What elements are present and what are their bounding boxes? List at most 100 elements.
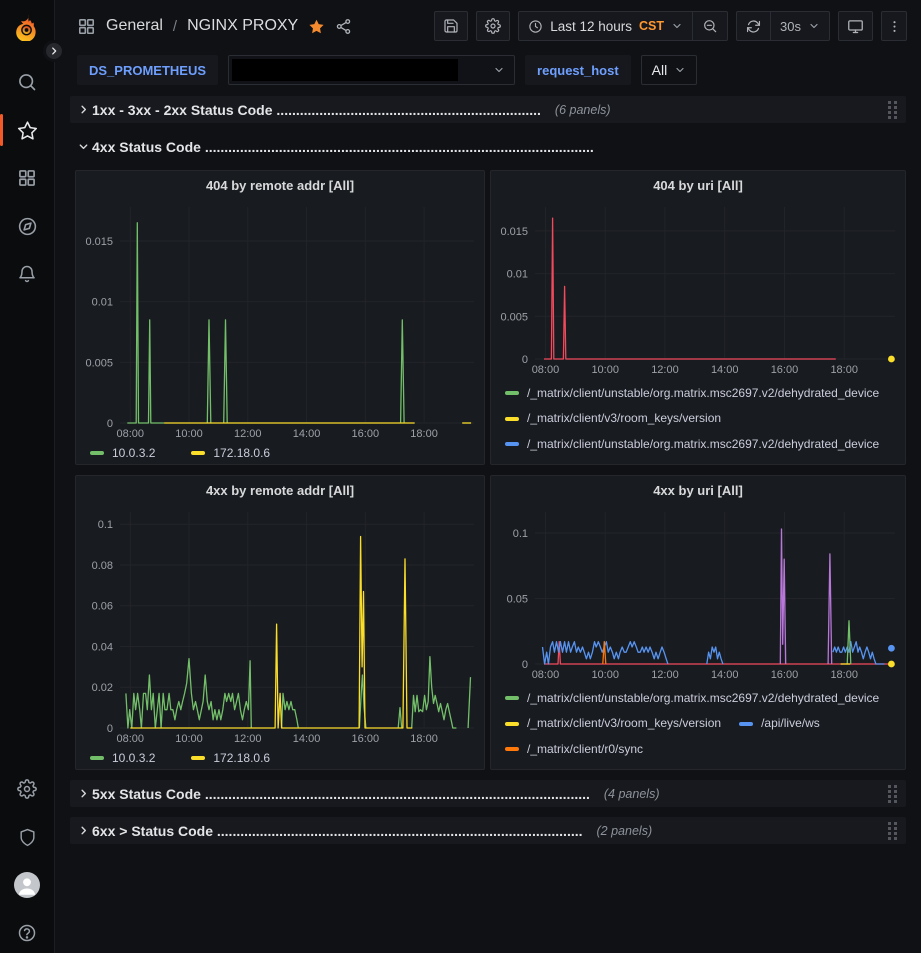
legend-swatch [505, 747, 519, 751]
panel-legend: 10.0.3.2 172.18.0.6 [76, 441, 484, 464]
row-title: 6xx > Status Code ......................… [92, 823, 583, 839]
grafana-flame-icon [13, 13, 41, 41]
user-icon [14, 872, 40, 898]
time-range-picker[interactable]: Last 12 hours CST [519, 12, 692, 40]
variable-ds-prometheus-label[interactable]: DS_PROMETHEUS [77, 55, 218, 85]
x-axis-tick-label: 16:00 [771, 669, 799, 681]
row-title: 5xx Status Code ........................… [92, 786, 590, 802]
legend-swatch [505, 417, 519, 421]
panel-title[interactable]: 404 by remote addr [All] [76, 171, 484, 199]
y-axis-tick-label: 0.1 [98, 519, 113, 531]
zoom-out-time-button[interactable] [692, 12, 727, 40]
x-axis-tick-label: 10:00 [591, 364, 619, 376]
cycle-view-mode-button[interactable] [838, 11, 873, 41]
legend-label: 172.18.0.6 [213, 751, 270, 765]
sidebar-item-dashboards[interactable] [0, 158, 55, 198]
legend-item[interactable]: /_matrix/client/v3/room_keys/version [505, 458, 721, 464]
series-point [888, 356, 895, 363]
legend-label: 10.0.3.2 [112, 751, 155, 765]
save-dashboard-button[interactable] [434, 11, 468, 41]
row-drag-handle[interactable] [886, 100, 900, 120]
timeseries-chart[interactable]: 08:0010:0012:0014:0016:0018:0000.020.040… [76, 504, 484, 746]
legend-item[interactable]: /_matrix/client/unstable/org.matrix.msc2… [505, 382, 879, 405]
panel-legend: /_matrix/client/unstable/org.matrix.msc2… [491, 377, 905, 464]
refresh-button[interactable] [737, 12, 770, 40]
chevron-down-icon [671, 20, 683, 32]
breadcrumb-dashboard-title[interactable]: NGINX PROXY [187, 17, 298, 35]
y-axis-tick-label: 0.02 [92, 682, 113, 694]
sidebar-item-help[interactable] [0, 913, 55, 953]
timeseries-chart[interactable]: 08:0010:0012:0014:0016:0018:0000.0050.01… [76, 199, 484, 441]
grafana-logo[interactable] [0, 10, 55, 44]
row-4xx[interactable]: 4xx Status Code ........................… [70, 133, 906, 160]
series-line [224, 320, 228, 423]
panel-title[interactable]: 404 by uri [All] [491, 171, 905, 199]
legend-item[interactable]: 10.0.3.2 [90, 751, 155, 765]
x-axis-tick-label: 12:00 [234, 733, 262, 745]
row-6xx[interactable]: 6xx > Status Code ......................… [70, 817, 906, 844]
sidebar-item-alerting[interactable] [0, 254, 55, 294]
more-options-button[interactable] [881, 11, 907, 41]
y-axis-tick-label: 0.005 [500, 311, 528, 323]
breadcrumb-separator: / [173, 18, 177, 35]
refresh-group: 30s [736, 11, 830, 41]
x-axis-tick-label: 12:00 [234, 428, 262, 440]
y-axis-tick-label: 0.1 [513, 528, 528, 540]
row-1xx-3xx-2xx[interactable]: 1xx - 3xx - 2xx Status Code ............… [70, 96, 906, 123]
legend-item[interactable]: 10.0.3.2 [90, 446, 155, 460]
sidebar-item-server-admin[interactable] [0, 817, 55, 857]
panel-title[interactable]: 4xx by remote addr [All] [76, 476, 484, 504]
row-drag-handle[interactable] [886, 784, 900, 804]
variable-request-host-select[interactable]: All [641, 55, 698, 85]
chevron-down-icon [808, 20, 820, 32]
legend-item[interactable]: /sw.js [739, 458, 790, 464]
breadcrumb: General / NGINX PROXY [77, 17, 352, 36]
legend-item[interactable]: 172.18.0.6 [191, 446, 270, 460]
legend-item[interactable]: /_matrix/client/unstable/org.matrix.msc2… [505, 763, 879, 769]
sidebar-item-settings[interactable] [0, 769, 55, 809]
legend-swatch [739, 722, 753, 726]
chevron-right-icon [49, 46, 59, 56]
legend-item[interactable]: /_matrix/client/v3/room_keys/version [505, 407, 721, 430]
legend-item[interactable]: /_matrix/client/unstable/org.matrix.msc2… [505, 687, 879, 710]
x-axis-tick-label: 14:00 [293, 428, 321, 440]
variables-bar: DS_PROMETHEUS request_host All [77, 54, 697, 86]
variable-ds-prometheus-select[interactable] [228, 55, 515, 85]
favorite-star-icon[interactable] [308, 18, 325, 35]
legend-item[interactable]: /_matrix/client/r0/sync [505, 738, 643, 761]
legend-label: /_matrix/client/unstable/org.matrix.msc2… [527, 763, 879, 769]
legend-item[interactable]: /api/live/ws [739, 712, 820, 735]
x-axis-tick-label: 08:00 [532, 669, 560, 681]
timeseries-chart[interactable]: 08:0010:0012:0014:0016:0018:0000.0050.01… [491, 199, 905, 377]
star-outline-icon [17, 120, 38, 141]
legend-item[interactable]: /_matrix/client/v3/room_keys/version [505, 712, 721, 735]
panel-legend: 10.0.3.2 172.18.0.6 [76, 746, 484, 769]
timeseries-chart[interactable]: 08:0010:0012:0014:0016:0018:0000.050.1 [491, 504, 905, 682]
legend-item[interactable]: /_matrix/client/unstable/org.matrix.msc2… [505, 433, 879, 456]
refresh-icon [746, 19, 761, 34]
chart-svg: 08:0010:0012:0014:0016:0018:0000.050.1 [491, 504, 905, 682]
chart-svg: 08:0010:0012:0014:0016:0018:0000.0050.01… [491, 199, 905, 377]
variable-request-host-label[interactable]: request_host [525, 55, 631, 85]
panel-404-by-uri: 404 by uri [All] 08:0010:0012:0014:0016:… [490, 170, 906, 465]
breadcrumb-folder[interactable]: General [106, 17, 163, 35]
dashboard-settings-button[interactable] [476, 11, 510, 41]
x-axis-tick-label: 08:00 [117, 428, 145, 440]
x-axis-tick-label: 16:00 [352, 733, 380, 745]
apps-grid-icon [77, 17, 96, 36]
row-5xx[interactable]: 5xx Status Code ........................… [70, 780, 906, 807]
sidebar-item-explore[interactable] [0, 206, 55, 246]
dashboard-header: General / NGINX PROXY Last 12 hours C [55, 0, 921, 52]
legend-item[interactable]: 172.18.0.6 [191, 751, 270, 765]
series-line [412, 657, 457, 728]
sidebar-item-search[interactable] [0, 62, 55, 102]
refresh-interval-dropdown[interactable]: 30s [770, 12, 829, 40]
gear-icon [17, 779, 37, 799]
refresh-interval-value: 30s [780, 19, 801, 34]
share-icon[interactable] [335, 18, 352, 35]
row-drag-handle[interactable] [886, 821, 900, 841]
sidebar-expand-button[interactable] [43, 40, 65, 62]
sidebar-item-starred[interactable] [0, 110, 55, 150]
sidebar-item-profile[interactable] [0, 865, 55, 905]
panel-title[interactable]: 4xx by uri [All] [491, 476, 905, 504]
